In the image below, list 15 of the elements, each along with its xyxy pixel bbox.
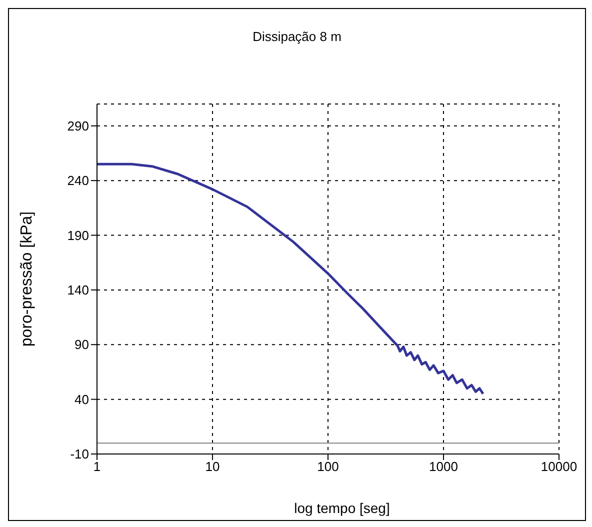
y-axis-title: poro-pressão [kPa] xyxy=(19,211,37,347)
x-tick-label: 1 xyxy=(93,459,101,474)
chart-title: Dissipação 8 m xyxy=(252,29,342,44)
y-tick-label: -10 xyxy=(70,446,89,462)
x-tick-label: 100 xyxy=(317,459,339,474)
y-tick-label: 290 xyxy=(67,118,89,134)
x-tick-label: 10000 xyxy=(540,459,578,474)
y-tick-label: 90 xyxy=(74,337,89,352)
y-tick-label: 240 xyxy=(67,173,89,188)
x-axis-title: log tempo [seg] xyxy=(293,500,391,516)
y-tick-label: 190 xyxy=(67,228,89,243)
y-tick-label: 40 xyxy=(74,392,89,407)
x-tick-label: 1000 xyxy=(429,459,458,474)
y-tick-label: 140 xyxy=(67,282,89,298)
x-tick-label: 10 xyxy=(205,459,220,474)
